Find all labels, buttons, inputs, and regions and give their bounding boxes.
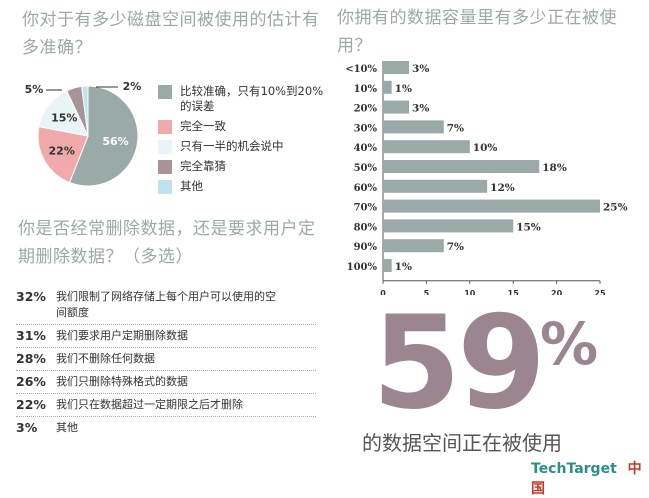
- brand-logo: TechTarget 中国: [531, 458, 649, 498]
- pie-legend: 比较准确，只有10%到20%的误差完全一致只有一半的机会说中 完全靠猜其他: [158, 84, 328, 199]
- brand-name: TechTarget: [531, 461, 617, 477]
- legend-swatch: [158, 160, 172, 174]
- bar-value-label: 15%: [516, 221, 541, 233]
- list-item: 3% 其他: [16, 417, 316, 439]
- list-item-text: 我们要求用户定期删除数据: [56, 329, 188, 342]
- list-item-percent: 32%: [16, 289, 46, 304]
- bar: [383, 61, 410, 74]
- bar-category-label: 50%: [354, 163, 378, 174]
- legend-swatch: [158, 140, 172, 154]
- legend-item: 完全一致: [158, 119, 328, 134]
- bar: [383, 239, 444, 253]
- legend-swatch: [158, 85, 172, 99]
- pie-slice-label: 22%: [49, 144, 75, 157]
- bar-category-label: 90%: [354, 242, 378, 253]
- bar: [383, 199, 600, 213]
- bar-category-label: 30%: [354, 123, 378, 134]
- x-tick-label: 25: [594, 289, 606, 295]
- pie-slice: [68, 85, 139, 187]
- pie-slice: [37, 126, 89, 184]
- x-tick-label: 5: [424, 289, 430, 295]
- highlight-number: 59: [372, 289, 546, 438]
- bar: [383, 219, 514, 233]
- bar-category-label: 100%: [347, 262, 378, 273]
- list-item: 32% 我们限制了网络存储上每个用户可以使用的空间额度: [16, 286, 316, 325]
- legend-label: 比较准确，只有10%到20%的误差: [180, 84, 324, 113]
- bar: [383, 140, 470, 154]
- bar-category-label: 70%: [354, 203, 378, 214]
- list-item-text: 我们只删除特殊格式的数据: [56, 375, 188, 388]
- bar-value-label: 25%: [603, 202, 628, 214]
- list-item: 31% 我们要求用户定期删除数据: [16, 325, 316, 348]
- legend-swatch: [158, 180, 172, 194]
- bar-category-label: 10%: [354, 84, 378, 95]
- list-item-percent: 26%: [16, 374, 46, 389]
- legend-label: 完全一致: [180, 119, 226, 133]
- legend-label: 完全靠猜: [180, 159, 226, 173]
- list-item-percent: 22%: [16, 397, 46, 412]
- bar: [383, 160, 540, 173]
- bar: [383, 100, 410, 114]
- bar-value-label: 3%: [412, 63, 429, 75]
- legend-item: 比较准确，只有10%到20%的误差: [158, 84, 328, 114]
- x-tick-label: 20: [551, 289, 563, 295]
- pie-slice-label: 56%: [102, 135, 128, 148]
- legend-item: 其他: [158, 179, 328, 194]
- legend-swatch: [158, 120, 172, 134]
- bar-value-label: 10%: [473, 142, 498, 154]
- legend-item: 只有一半的机会说中: [158, 139, 328, 154]
- highlight-caption: 的数据空间正在被使用: [362, 431, 562, 455]
- list-item-percent: 31%: [16, 328, 46, 343]
- list-item-text: 我们限制了网络存储上每个用户可以使用的空间额度: [56, 290, 276, 319]
- list-item-percent: 3%: [16, 420, 38, 435]
- bar-category-label: 20%: [354, 104, 378, 115]
- bar-value-label: 7%: [447, 241, 464, 253]
- x-tick-label: 0: [380, 289, 386, 295]
- list-item: 26% 我们只删除特殊格式的数据: [16, 371, 316, 394]
- deletion-list: 32% 我们限制了网络存储上每个用户可以使用的空间额度 31% 我们要求用户定期删除数…: [16, 286, 316, 439]
- x-tick-label: 15: [508, 289, 520, 295]
- bar: [383, 120, 444, 134]
- x-tick-label: 10: [464, 289, 476, 295]
- bar-category-label: <10%: [345, 64, 377, 75]
- pie-chart-title: 你对于有多少磁盘空间被使用的估计有多准确？: [22, 10, 320, 58]
- bar-value-label: 12%: [490, 182, 515, 194]
- list-item-text: 我们不删除任何数据: [56, 352, 155, 365]
- bar-category-label: 60%: [354, 183, 378, 194]
- pie-slice-label: 15%: [51, 112, 77, 125]
- pie-slice-label: 2%: [123, 80, 142, 93]
- legend-label: 只有一半的机会说中: [180, 139, 284, 153]
- bar-chart-title: 你拥有的数据容量里有多少正在被使用？: [337, 8, 617, 56]
- pie-slice-label: 5%: [25, 83, 44, 96]
- bar: [383, 179, 488, 193]
- deletion-question-title: 你是否经常删除数据，还是要求用户定期删除数据？（多选）: [18, 219, 316, 267]
- pie-chart: 56% 22% 15% 5% 2%: [25, 80, 142, 187]
- list-item: 22% 我们只在数据超过一定期限之后才删除: [16, 394, 316, 417]
- bar-value-label: 3%: [412, 103, 429, 115]
- bar-category-label: 80%: [354, 222, 378, 233]
- bar: [383, 259, 392, 272]
- highlight-percent-sign: %: [540, 310, 599, 378]
- list-item-percent: 28%: [16, 351, 46, 366]
- bar-chart: <10% 3% 10% 1% 20% 3% 30% 7% 40% 10% 50% 18% 60% 12% 7…: [345, 61, 628, 295]
- pie-slice: [81, 85, 89, 137]
- legend-item: 完全靠猜: [158, 159, 328, 174]
- bar: [383, 80, 392, 94]
- bar-value-label: 1%: [395, 261, 412, 273]
- list-item-text: 我们只在数据超过一定期限之后才删除: [56, 398, 243, 411]
- bar-value-label: 1%: [395, 83, 412, 95]
- bar-value-label: 18%: [542, 162, 567, 174]
- bar-category-label: 40%: [354, 143, 378, 154]
- legend-label: 其他: [180, 179, 203, 193]
- bar-value-label: 7%: [447, 122, 464, 134]
- list-item-text: 其他: [56, 421, 78, 434]
- list-item: 28% 我们不删除任何数据: [16, 348, 316, 371]
